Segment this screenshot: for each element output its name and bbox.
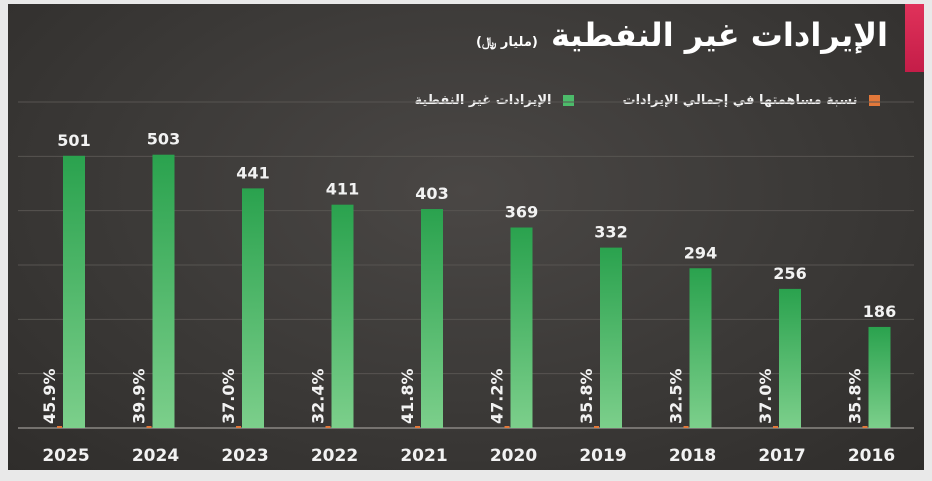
x-tick-label: 2016 <box>848 446 895 466</box>
x-tick-label: 2023 <box>221 446 268 466</box>
revenue-bar <box>868 326 891 428</box>
revenue-bar <box>510 227 533 428</box>
revenue-bar <box>63 155 85 429</box>
chart-title: الإيرادات غير النفطية <box>550 16 888 54</box>
revenue-value-label: 403 <box>415 184 448 203</box>
revenue-value-label: 369 <box>505 203 538 222</box>
revenue-bar <box>779 288 801 428</box>
share-marker <box>415 426 420 428</box>
bar-series <box>57 154 891 429</box>
x-tick-label: 2018 <box>669 446 716 466</box>
share-marker <box>325 426 331 428</box>
revenue-value-label: 503 <box>147 130 180 149</box>
data-labels: 501 45.9% 503 39.9% 441 37.0% 411 32.4% 403 41.8%… <box>40 130 896 424</box>
x-tick-label: 2017 <box>758 446 805 466</box>
revenue-value-label: 332 <box>594 223 627 242</box>
chart-title-block: الإيرادات غير النفطية (مليار ﷼) <box>476 16 888 54</box>
share-marker <box>683 426 689 428</box>
revenue-value-label: 441 <box>236 163 269 182</box>
legend-swatch-share <box>869 95 880 106</box>
revenue-bar <box>331 204 354 428</box>
x-tick-label: 2019 <box>579 446 626 466</box>
revenue-bar <box>152 154 175 428</box>
share-percent-label: 39.9% <box>130 368 149 424</box>
revenue-value-label: 501 <box>57 131 90 150</box>
chart-unit-label: (مليار ﷼) <box>476 35 538 50</box>
share-percent-label: 45.9% <box>40 368 59 424</box>
share-marker <box>594 426 599 428</box>
share-marker <box>504 426 510 428</box>
x-tick-label: 2020 <box>490 446 537 466</box>
accent-bar <box>905 4 924 72</box>
share-marker <box>57 426 62 428</box>
share-percent-label: 32.4% <box>309 368 328 424</box>
x-tick-label: 2024 <box>132 446 179 466</box>
chart-legend: نسبة مساهمتها في إجمالي الإيرادات الإيرا… <box>371 93 880 108</box>
legend-item-share: نسبة مساهمتها في إجمالي الإيرادات <box>623 93 880 108</box>
revenue-bar <box>689 268 712 428</box>
revenue-value-label: 186 <box>863 302 896 321</box>
revenue-bar <box>242 188 264 428</box>
share-marker <box>236 426 241 428</box>
x-tick-label: 2021 <box>400 446 447 466</box>
legend-swatch-revenue <box>563 95 574 106</box>
share-marker <box>773 426 778 428</box>
share-percent-label: 35.8% <box>577 368 596 424</box>
share-percent-label: 32.5% <box>667 368 686 424</box>
revenue-bar <box>421 209 443 428</box>
share-marker <box>146 426 152 428</box>
share-percent-label: 37.0% <box>219 368 238 424</box>
x-axis-ticks: 2025 2024 2023 2022 2021 2020 2019 2018 2017 2016 <box>42 446 895 466</box>
share-marker <box>862 426 868 428</box>
share-percent-label: 37.0% <box>756 368 775 424</box>
legend-item-revenue: الإيرادات غير النفطية <box>415 93 574 108</box>
revenue-bar <box>600 247 622 428</box>
share-percent-label: 35.8% <box>846 368 865 424</box>
legend-label-share: نسبة مساهمتها في إجمالي الإيرادات <box>622 93 858 108</box>
share-percent-label: 41.8% <box>398 368 417 424</box>
revenue-value-label: 294 <box>684 243 717 262</box>
x-tick-label: 2025 <box>42 446 89 466</box>
revenue-value-label: 256 <box>773 264 806 283</box>
revenue-value-label: 411 <box>326 180 359 199</box>
x-tick-label: 2022 <box>311 446 358 466</box>
legend-label-revenue: الإيرادات غير النفطية <box>414 93 552 108</box>
share-percent-label: 47.2% <box>488 368 507 424</box>
